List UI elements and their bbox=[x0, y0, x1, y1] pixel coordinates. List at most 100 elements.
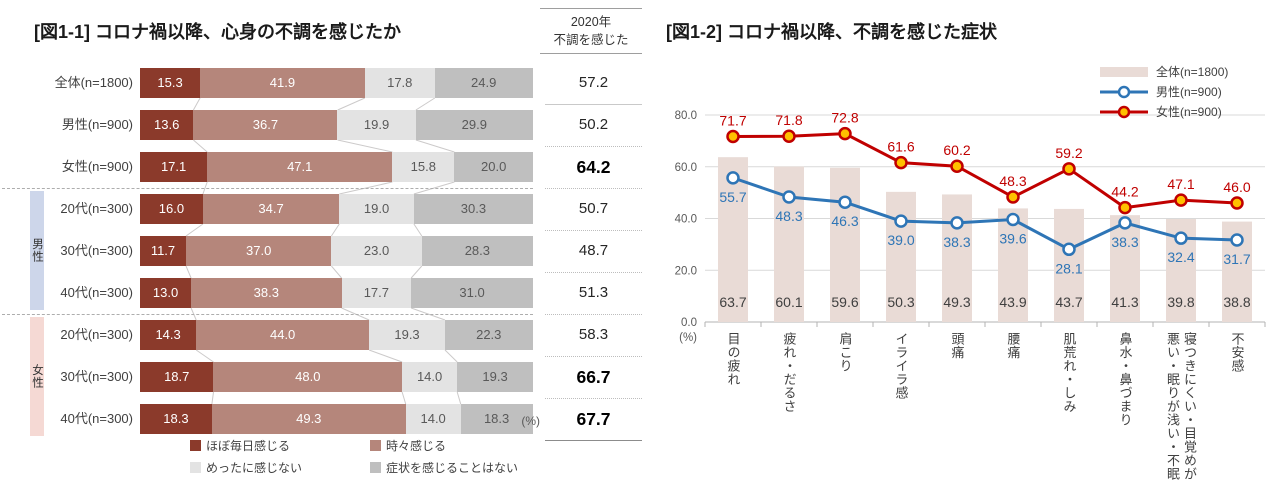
y-axis-tick-label: 0.0 bbox=[681, 317, 697, 329]
fig1-felt2020-value: 67.7 bbox=[545, 398, 642, 441]
fig1-stacked-bar: 18.3 49.3 14.0 18.3 bbox=[140, 404, 533, 434]
fig1-bar-segment: 31.0 bbox=[411, 278, 533, 308]
bar-value-label: 49.3 bbox=[943, 294, 970, 310]
connector-line bbox=[185, 223, 204, 237]
fig2-panel: [図1-2] コロナ禍以降、不調を感じた症状 0.0 20.0 40.0 60.0 80… bbox=[648, 0, 1280, 489]
connector-line bbox=[195, 349, 214, 363]
fig1-bar-segment: 28.3 bbox=[421, 236, 533, 266]
fig1-bar-segment: 38.3 bbox=[191, 278, 342, 308]
y-axis-tick-label: 40.0 bbox=[675, 214, 697, 226]
fig1-bar-segment: 20.0 bbox=[454, 152, 533, 182]
fig1-bar-segment: 14.0 bbox=[402, 362, 458, 392]
marker-male bbox=[726, 171, 740, 185]
bar-value-label: 50.3 bbox=[887, 294, 914, 310]
fig1-row-label: 20代(n=300) bbox=[60, 327, 133, 342]
bar-value-label: 60.1 bbox=[775, 294, 802, 310]
marker-male bbox=[838, 195, 852, 209]
point-label-female: 72.8 bbox=[831, 110, 858, 126]
connector-line bbox=[401, 391, 407, 405]
bar-zentai bbox=[718, 157, 748, 322]
fig1-bar-segment: 18.3 bbox=[140, 404, 212, 434]
fig1-stacked-bar: 14.3 44.0 19.3 22.3 bbox=[140, 320, 533, 350]
fig1-row-label: 30代(n=300) bbox=[60, 369, 133, 384]
connector-line bbox=[185, 265, 192, 279]
fig1-bar-segment: 19.9 bbox=[337, 110, 416, 140]
legend-label: ほぼ毎日感じる bbox=[206, 438, 291, 453]
fig1-stacked-bar: 13.0 38.3 17.7 31.0 bbox=[140, 278, 533, 308]
fig2-combo-chart: 0.0 20.0 40.0 60.0 80.0 (%) 63.7 60.1 59.6 50.3 49… bbox=[648, 0, 1280, 489]
fig1-value-column-header-line1: 2020年 bbox=[570, 15, 612, 29]
marker-male bbox=[950, 216, 964, 230]
x-axis-category-label: 頭痛 bbox=[949, 332, 965, 359]
marker-female bbox=[894, 155, 908, 170]
fig1-bar-segment: 48.0 bbox=[213, 362, 403, 392]
fig1-bar-segment: 14.3 bbox=[140, 320, 197, 350]
legend-bar-swatch bbox=[1100, 67, 1148, 77]
x-axis-category-label: 肩こり bbox=[837, 332, 853, 373]
fig1-bar-segment: 19.3 bbox=[369, 320, 445, 350]
fig1-legend-item: めったに感じない bbox=[190, 458, 370, 476]
point-label-male: 48.3 bbox=[775, 208, 802, 224]
marker-female bbox=[1006, 190, 1020, 204]
x-axis-category-label: 疲れ・だるさ bbox=[781, 332, 797, 413]
fig1-felt2020-value: 50.7 bbox=[545, 188, 642, 231]
fig1-bar-segment: 36.7 bbox=[193, 110, 338, 140]
marker-male bbox=[894, 214, 908, 228]
marker-female bbox=[950, 159, 964, 173]
connector-line bbox=[330, 223, 340, 237]
legend-label-female: 女性(n=900) bbox=[1156, 104, 1222, 119]
marker-male bbox=[1006, 212, 1020, 227]
fig1-bar-segment: 13.0 bbox=[140, 278, 192, 308]
fig1-bar-segment: 17.8 bbox=[364, 68, 435, 98]
point-label-female: 71.8 bbox=[775, 112, 802, 128]
marker-female bbox=[1230, 196, 1244, 210]
legend-swatch bbox=[190, 439, 201, 451]
fig1-bar-segment: 14.0 bbox=[405, 404, 461, 434]
fig1-bar-segment: 23.0 bbox=[331, 236, 422, 266]
legend-label-zentai: 全体(n=1800) bbox=[1156, 64, 1228, 79]
x-axis-category-label: イライラ感 bbox=[893, 332, 909, 400]
x-axis-category-label: 鼻水・鼻づまり bbox=[1117, 332, 1133, 427]
bar-zentai bbox=[942, 194, 972, 322]
fig2-plot: 0.0 20.0 40.0 60.0 80.0 (%) 63.7 60.1 59.6 50.3 49… bbox=[675, 64, 1266, 344]
point-label-female: 47.1 bbox=[1167, 176, 1194, 192]
point-label-female: 48.3 bbox=[999, 173, 1026, 189]
fig1-legend-item: ほぼ毎日感じる bbox=[190, 436, 370, 454]
point-label-female: 59.2 bbox=[1055, 145, 1082, 161]
fig1-bar-segment: 29.9 bbox=[415, 110, 533, 140]
connector-line bbox=[415, 139, 455, 153]
line-female bbox=[732, 132, 1238, 210]
fig1-group-band: 女性 bbox=[30, 317, 44, 436]
fig1-bar-segment: 30.3 bbox=[413, 194, 533, 224]
connector-line bbox=[337, 97, 366, 111]
bar-value-label: 43.7 bbox=[1055, 294, 1082, 310]
fig1-bar-segment: 37.0 bbox=[185, 236, 332, 266]
fig1-row-label: 40代(n=300) bbox=[60, 411, 133, 426]
fig1-stacked-bar: 18.7 48.0 14.0 19.3 bbox=[140, 362, 533, 392]
fig1-legend: ほぼ毎日感じる 時々感じる めったに感じない 症状を感じることはない bbox=[190, 436, 570, 476]
fig1-felt2020-value: 66.7 bbox=[545, 356, 642, 399]
fig1-group-band: 男性 bbox=[30, 191, 44, 310]
fig1-bar-segment: 34.7 bbox=[202, 194, 340, 224]
point-label-male: 38.3 bbox=[943, 234, 970, 250]
fig1-value-column-header-line2: 不調を感じた bbox=[553, 33, 629, 48]
connector-line bbox=[415, 97, 436, 111]
legend-swatch bbox=[370, 439, 381, 451]
x-axis-category-label: 寝つきにくい・目覚めが悪い・眠りが浅い・不眠 bbox=[1165, 332, 1197, 481]
fig1-stacked-bar: 15.3 41.9 17.8 24.9 bbox=[140, 68, 533, 98]
connector-line bbox=[456, 391, 462, 405]
bar-value-label: 63.7 bbox=[719, 294, 746, 310]
fig1-row-label: 20代(n=300) bbox=[60, 201, 133, 216]
fig1-value-column-header: 2020年 不調を感じた bbox=[540, 8, 642, 55]
fig1-bar-segment: 15.3 bbox=[140, 68, 201, 98]
fig1-bar-segment: 11.7 bbox=[140, 236, 186, 266]
connector-line bbox=[211, 391, 214, 405]
point-label-female: 44.2 bbox=[1111, 184, 1138, 200]
fig1-bar-segment: 24.9 bbox=[434, 68, 533, 98]
point-label-male: 28.1 bbox=[1055, 260, 1082, 276]
marker-male bbox=[1118, 216, 1132, 230]
bar-value-label: 38.8 bbox=[1223, 294, 1250, 310]
fig1-felt2020-value: 51.3 bbox=[545, 272, 642, 315]
fig1-bar-segment: 16.0 bbox=[140, 194, 203, 224]
